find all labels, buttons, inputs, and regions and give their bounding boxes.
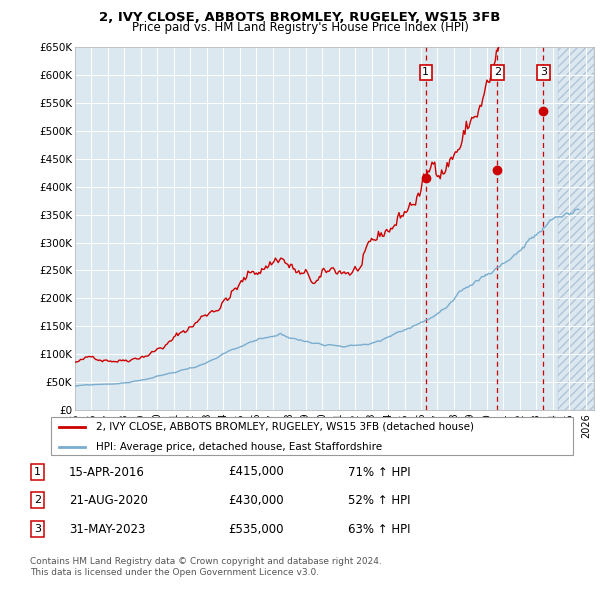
Text: Contains HM Land Registry data © Crown copyright and database right 2024.: Contains HM Land Registry data © Crown c… bbox=[30, 557, 382, 566]
Text: 3: 3 bbox=[34, 525, 41, 534]
FancyBboxPatch shape bbox=[50, 417, 574, 455]
Text: 1: 1 bbox=[422, 67, 429, 77]
Text: 63% ↑ HPI: 63% ↑ HPI bbox=[348, 523, 410, 536]
Text: 3: 3 bbox=[540, 67, 547, 77]
Text: 15-APR-2016: 15-APR-2016 bbox=[69, 466, 145, 478]
Text: £430,000: £430,000 bbox=[228, 494, 284, 507]
Text: This data is licensed under the Open Government Licence v3.0.: This data is licensed under the Open Gov… bbox=[30, 568, 319, 577]
Text: 2: 2 bbox=[494, 67, 501, 77]
Text: 2: 2 bbox=[34, 496, 41, 505]
Text: £415,000: £415,000 bbox=[228, 466, 284, 478]
Text: 31-MAY-2023: 31-MAY-2023 bbox=[69, 523, 145, 536]
Text: 1: 1 bbox=[34, 467, 41, 477]
Text: HPI: Average price, detached house, East Staffordshire: HPI: Average price, detached house, East… bbox=[95, 442, 382, 451]
Text: 21-AUG-2020: 21-AUG-2020 bbox=[69, 494, 148, 507]
Text: 2, IVY CLOSE, ABBOTS BROMLEY, RUGELEY, WS15 3FB (detached house): 2, IVY CLOSE, ABBOTS BROMLEY, RUGELEY, W… bbox=[95, 422, 473, 432]
Text: £535,000: £535,000 bbox=[228, 523, 284, 536]
Text: 52% ↑ HPI: 52% ↑ HPI bbox=[348, 494, 410, 507]
Text: 71% ↑ HPI: 71% ↑ HPI bbox=[348, 466, 410, 478]
Text: 2, IVY CLOSE, ABBOTS BROMLEY, RUGELEY, WS15 3FB: 2, IVY CLOSE, ABBOTS BROMLEY, RUGELEY, W… bbox=[100, 11, 500, 24]
Text: Price paid vs. HM Land Registry's House Price Index (HPI): Price paid vs. HM Land Registry's House … bbox=[131, 21, 469, 34]
